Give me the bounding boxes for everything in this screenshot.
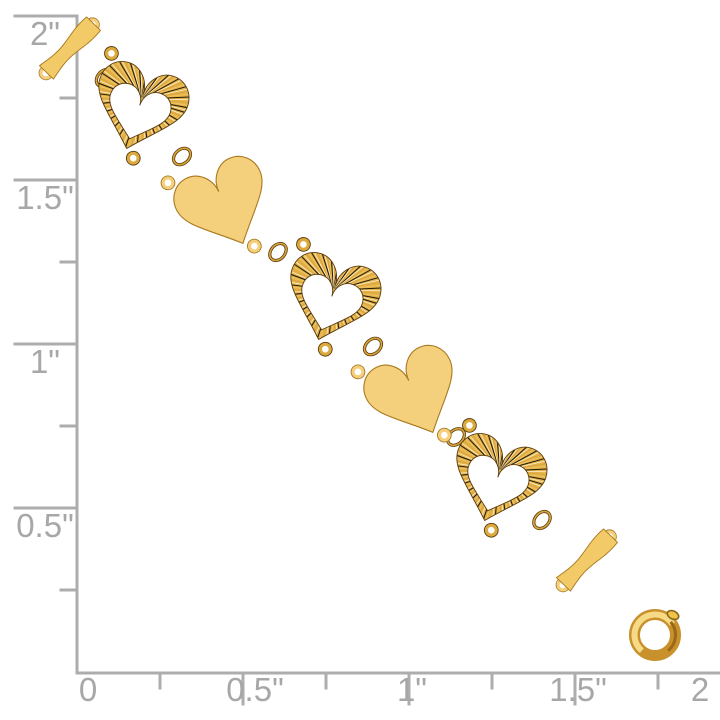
svg-text:1.5": 1.5" [549, 671, 607, 708]
svg-text:0: 0 [79, 671, 97, 708]
svg-text:1": 1" [30, 343, 60, 380]
svg-text:2": 2" [30, 15, 60, 52]
svg-text:1.5": 1.5" [16, 179, 74, 216]
svg-text:0.5": 0.5" [226, 671, 284, 708]
svg-text:1": 1" [397, 671, 427, 708]
svg-text:0.5": 0.5" [16, 507, 74, 544]
svg-text:2: 2 [691, 671, 709, 708]
